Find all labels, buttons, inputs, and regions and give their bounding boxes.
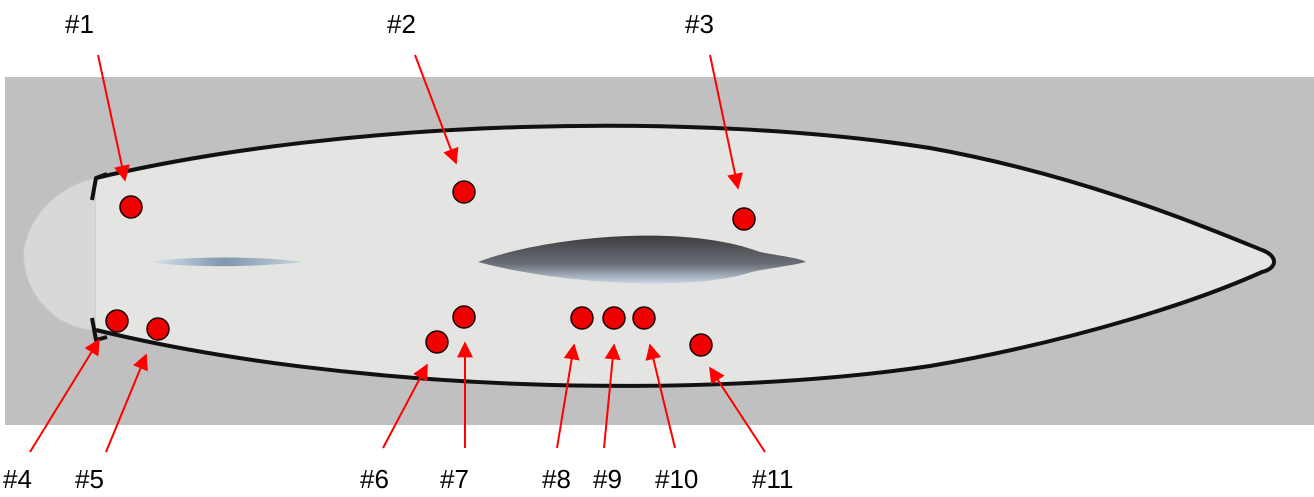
arrow-11 — [709, 366, 766, 453]
sensor-marker-2[interactable] — [452, 180, 476, 204]
sensor-marker-8[interactable] — [570, 306, 594, 330]
label-2: #2 — [387, 9, 416, 39]
sensor-marker-4[interactable] — [105, 309, 129, 333]
label-5: #5 — [75, 464, 104, 494]
label-11: #11 — [752, 464, 793, 494]
arrow-4 — [29, 338, 100, 453]
label-group: #1 #2 #3 #4 #5 #6 #7 #8 #9 #10 #11 — [3, 9, 793, 494]
arrow-group — [29, 54, 766, 453]
marker-group — [105, 180, 756, 357]
arrow-8 — [556, 343, 580, 449]
arrow-2 — [414, 54, 459, 165]
label-6: #6 — [360, 464, 389, 494]
arrow-6 — [382, 363, 428, 449]
label-4: #4 — [3, 464, 32, 494]
label-10: #10 — [655, 464, 698, 494]
sensor-marker-9[interactable] — [602, 306, 626, 330]
sensor-marker-11[interactable] — [689, 333, 713, 357]
sensor-marker-3[interactable] — [732, 207, 756, 231]
sensor-marker-5[interactable] — [146, 317, 170, 341]
stern-ghost — [23, 177, 97, 331]
keel — [478, 235, 806, 284]
label-8: #8 — [542, 464, 571, 494]
sensor-marker-7[interactable] — [452, 305, 476, 329]
sensor-marker-6[interactable] — [425, 330, 449, 354]
rudder — [147, 257, 302, 267]
arrow-5 — [105, 353, 148, 453]
label-7: #7 — [440, 464, 469, 494]
arrow-9 — [603, 343, 621, 449]
sensor-marker-10[interactable] — [632, 306, 656, 330]
arrow-3 — [709, 54, 743, 190]
arrow-10 — [645, 343, 676, 449]
label-3: #3 — [685, 9, 714, 39]
sensor-marker-1[interactable] — [119, 195, 143, 219]
label-1: #1 — [65, 9, 94, 39]
label-9: #9 — [593, 464, 622, 494]
arrow-1 — [97, 54, 130, 182]
